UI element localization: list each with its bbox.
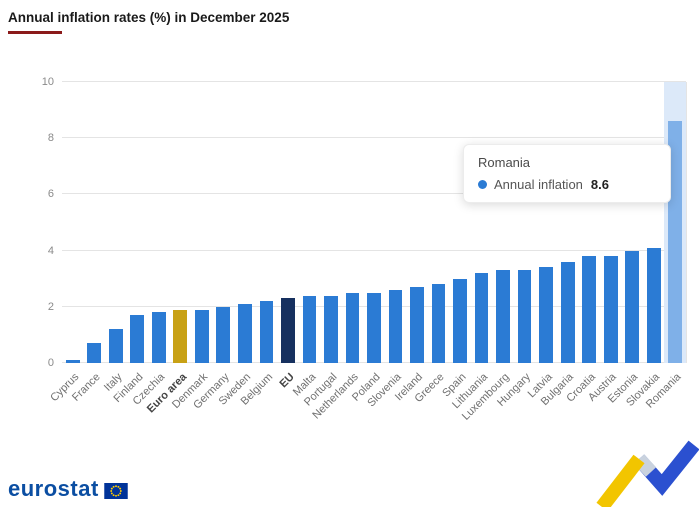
bar-ireland[interactable]: [410, 287, 424, 363]
bar-portugal[interactable]: [324, 295, 338, 363]
bar-column-croatia[interactable]: Croatia: [564, 82, 600, 405]
bar-austria[interactable]: [603, 256, 618, 363]
bar-column-sweden[interactable]: Sweden: [217, 82, 256, 408]
bar-slovenia[interactable]: [388, 289, 403, 363]
bar-column-slovakia[interactable]: Slovakia: [624, 82, 665, 409]
bar-romania[interactable]: [668, 121, 683, 363]
tooltip-value: 8.6: [590, 177, 609, 192]
gridline: [62, 81, 686, 82]
tooltip: Romania Annual inflation 8.6: [463, 144, 671, 203]
bar-column-france[interactable]: France: [70, 82, 106, 404]
y-tick-label: 2: [47, 300, 54, 313]
bar-column-belgium[interactable]: Belgium: [238, 82, 278, 408]
bar-column-romania[interactable]: Romania: [644, 82, 686, 411]
bar-croatia[interactable]: [582, 256, 597, 363]
bar-finland[interactable]: [130, 315, 145, 363]
bar-malta[interactable]: [302, 295, 317, 363]
tooltip-country: Romania: [478, 155, 531, 170]
bar-column-greece[interactable]: Greece: [413, 82, 450, 405]
bar-france[interactable]: [87, 343, 102, 363]
bar-column-malta[interactable]: Malta: [290, 82, 321, 399]
bar-series: Cyprus France Italy Finland Czechia Euro area…: [48, 82, 686, 423]
bar-column-luxembourg[interactable]: Luxembourg: [460, 82, 514, 423]
bar-poland[interactable]: [367, 292, 381, 363]
bar-germany[interactable]: [216, 306, 231, 363]
gridline: [62, 137, 686, 139]
bar-column-cyprus[interactable]: Cyprus: [48, 82, 84, 404]
bar-sweden[interactable]: [238, 304, 252, 363]
y-tick-label: 4: [47, 244, 54, 257]
bar-column-spain[interactable]: Spain: [440, 82, 471, 399]
bar-luxembourg[interactable]: [496, 270, 510, 363]
y-axis: 0 2 4 6 8 10: [20, 76, 54, 369]
bar-euro-area[interactable]: [173, 309, 188, 363]
bar-column-poland[interactable]: Poland: [350, 82, 385, 404]
gridline: [62, 249, 686, 251]
title-underline: [8, 31, 62, 34]
bar-column-germany[interactable]: Germany: [191, 82, 235, 411]
bar-column-portugal[interactable]: Portugal: [302, 82, 342, 408]
bar-column-denmark[interactable]: Denmark: [170, 82, 213, 411]
bar-column-latvia[interactable]: Latvia: [525, 82, 557, 400]
bar-column-netherlands[interactable]: Netherlands: [311, 82, 364, 421]
eurostat-logo: eurostat: [8, 476, 128, 502]
eu-flag-icon: [104, 483, 128, 499]
bar-column-austria[interactable]: Austria: [586, 82, 622, 404]
bar-column-eu[interactable]: EU: [277, 82, 299, 390]
bar-netherlands[interactable]: [345, 292, 360, 363]
bar-column-finland[interactable]: Finland: [112, 82, 149, 405]
bar-slovakia[interactable]: [646, 247, 661, 363]
bar-column-euro-area[interactable]: Euro area: [144, 82, 192, 415]
eurostat-logo-text: eurostat: [8, 476, 99, 501]
bar-column-italy[interactable]: Italy: [102, 82, 127, 394]
bar-lithuania[interactable]: [474, 273, 489, 363]
y-tick-label: 0: [47, 357, 54, 369]
bar-column-czechia[interactable]: Czechia: [131, 82, 170, 408]
y-tick-label: 10: [41, 76, 54, 88]
bar-latvia[interactable]: [539, 267, 553, 363]
series-dot-icon: [478, 180, 487, 189]
bar-spain[interactable]: [453, 278, 467, 363]
bar-czechia[interactable]: [151, 312, 166, 363]
gridline: [62, 193, 686, 195]
tooltip-series-label: Annual inflation: [494, 177, 583, 192]
bar-column-estonia[interactable]: Estonia: [606, 82, 643, 405]
bar-cyprus[interactable]: [65, 360, 80, 363]
bar-greece[interactable]: [431, 284, 446, 363]
bar-eu[interactable]: [281, 298, 295, 363]
decorative-ribbon: [596, 440, 699, 507]
bar-denmark[interactable]: [194, 309, 209, 363]
bar-estonia[interactable]: [625, 250, 640, 363]
bar-column-bulgaria[interactable]: Bulgaria: [539, 82, 579, 408]
bar-column-ireland[interactable]: Ireland: [393, 82, 428, 403]
bar-hungary[interactable]: [517, 270, 532, 363]
bar-italy[interactable]: [108, 329, 123, 363]
bar-column-slovenia[interactable]: Slovenia: [366, 82, 407, 409]
y-tick-label: 8: [47, 132, 54, 145]
plot-area: Cyprus France Italy Finland Czechia Euro area…: [48, 81, 687, 423]
chart-title: Annual inflation rates (%) in December 2…: [8, 10, 290, 25]
bar-column-lithuania[interactable]: Lithuania: [450, 82, 493, 411]
bar-bulgaria[interactable]: [560, 261, 575, 363]
y-tick-label: 6: [47, 188, 54, 201]
bar-column-hungary[interactable]: Hungary: [495, 82, 536, 409]
bar-belgium[interactable]: [259, 301, 274, 363]
